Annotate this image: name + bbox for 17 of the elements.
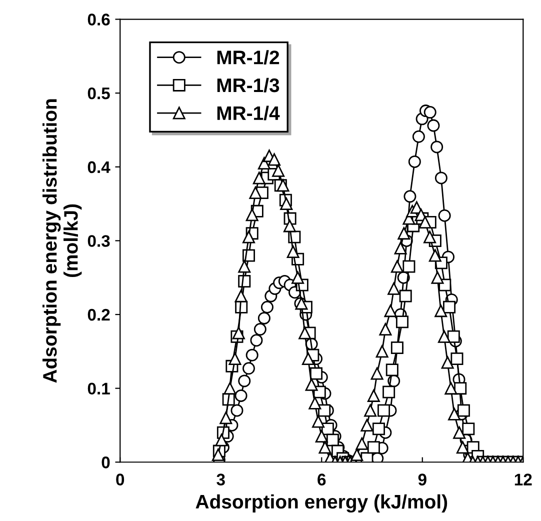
y-tick-label: 0.6: [88, 14, 110, 26]
x-tick-label: 6: [318, 474, 326, 486]
y-axis-title: Adsorption energy distribution (mol/kJ): [42, 99, 82, 383]
x-tick-label: 0: [116, 474, 124, 486]
y-tick-label: 0.2: [88, 308, 110, 321]
y-tick-label: 0: [102, 456, 110, 468]
legend-label: MR-1/3: [217, 78, 280, 92]
x-tick-label: 12: [514, 474, 532, 486]
x-tick-label: 9: [418, 474, 426, 486]
y-tick-label: 0.1: [88, 382, 110, 395]
y-tick-label: 0.5: [88, 87, 110, 100]
y-tick-label: 0.3: [88, 235, 110, 247]
x-tick-label: 3: [216, 474, 225, 486]
legend-label: MR-1/2: [217, 50, 280, 65]
y-tick-label: 0.4: [88, 161, 110, 174]
x-axis-title: Adsorption energy (kJ/mol): [196, 494, 448, 513]
legend-label: MR-1/4: [217, 106, 280, 120]
